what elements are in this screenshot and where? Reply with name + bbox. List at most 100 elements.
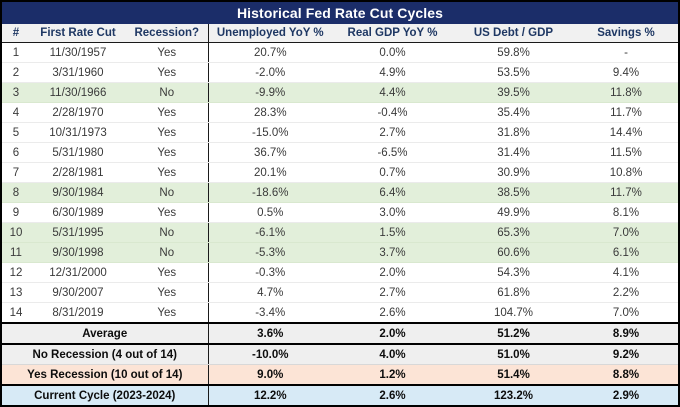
table-title: Historical Fed Rate Cut Cycles xyxy=(2,2,678,24)
cell-recession: Yes xyxy=(126,262,209,283)
cell-recession: No xyxy=(126,222,209,243)
cell-rank: 7 xyxy=(2,162,30,183)
cell-rank: 10 xyxy=(2,222,30,243)
cell-recession: Yes xyxy=(126,62,209,83)
cell-gdp: -6.5% xyxy=(332,142,453,163)
table-summary: Average 3.6% 2.0% 51.2% 8.9% No Recession (4 … xyxy=(2,322,678,405)
table-row: 4 2/28/1970 Yes 28.3% -0.4% 35.4% 11.7% xyxy=(2,102,678,123)
col-header-date: First Rate Cut xyxy=(30,24,126,43)
cell-savings: 11.5% xyxy=(574,142,678,163)
cell-date: 9/30/1984 xyxy=(30,182,126,203)
cell-rank: 12 xyxy=(2,262,30,283)
cell-recession: Yes xyxy=(126,102,209,123)
cell-recession: Yes xyxy=(126,42,209,63)
cell-debt: 30.9% xyxy=(453,162,574,183)
summary-cell-gdp: 2.0% xyxy=(332,322,453,345)
summary-cell-gdp: 2.6% xyxy=(332,385,453,405)
cell-date: 5/31/1995 xyxy=(30,222,126,243)
cell-date: 9/30/1998 xyxy=(30,242,126,263)
summary-cell-debt: 51.2% xyxy=(453,322,574,345)
cell-date: 5/31/1980 xyxy=(30,142,126,163)
table-header: # First Rate Cut Recession? Unemployed Y… xyxy=(2,24,678,43)
cell-gdp: 4.9% xyxy=(332,62,453,83)
cell-gdp: 2.7% xyxy=(332,122,453,143)
cell-savings: 10.8% xyxy=(574,162,678,183)
cell-rank: 14 xyxy=(2,302,30,324)
cell-gdp: 2.6% xyxy=(332,302,453,324)
col-header-unemployed: Unemployed YoY % xyxy=(208,24,332,43)
cell-date: 9/30/2007 xyxy=(30,282,126,303)
col-header-debt: US Debt / GDP xyxy=(453,24,574,43)
cell-savings: 14.4% xyxy=(574,122,678,143)
cell-debt: 53.5% xyxy=(453,62,574,83)
cell-unemployed: -18.6% xyxy=(208,182,332,203)
cell-date: 11/30/1966 xyxy=(30,82,126,103)
cell-date: 8/31/2019 xyxy=(30,302,126,324)
summary-row-label: Yes Recession (10 out of 14) xyxy=(2,364,209,386)
col-header-gdp: Real GDP YoY % xyxy=(332,24,453,43)
cell-savings: - xyxy=(574,42,678,63)
cell-debt: 59.8% xyxy=(453,42,574,63)
cell-date: 2/28/1981 xyxy=(30,162,126,183)
cell-date: 2/28/1970 xyxy=(30,102,126,123)
cell-date: 3/31/1960 xyxy=(30,62,126,83)
cell-recession: Yes xyxy=(126,122,209,143)
summary-cell-debt: 51.0% xyxy=(453,344,574,365)
cell-gdp: 3.0% xyxy=(332,202,453,223)
cell-debt: 54.3% xyxy=(453,262,574,283)
col-header-recession: Recession? xyxy=(126,24,209,43)
cell-rank: 2 xyxy=(2,62,30,83)
cell-unemployed: -15.0% xyxy=(208,122,332,143)
cell-savings: 11.8% xyxy=(574,82,678,103)
cell-rank: 11 xyxy=(2,242,30,263)
cell-rank: 6 xyxy=(2,142,30,163)
cell-recession: No xyxy=(126,82,209,103)
summary-cell-savings: 8.8% xyxy=(574,364,678,386)
cell-recession: Yes xyxy=(126,202,209,223)
cell-recession: Yes xyxy=(126,142,209,163)
table-row: 6 5/31/1980 Yes 36.7% -6.5% 31.4% 11.5% xyxy=(2,142,678,163)
cell-unemployed: -2.0% xyxy=(208,62,332,83)
cell-date: 12/31/2000 xyxy=(30,262,126,283)
summary-row-label: Current Cycle (2023-2024) xyxy=(2,385,209,405)
summary-cell-savings: 2.9% xyxy=(574,385,678,405)
table-row: 5 10/31/1973 Yes -15.0% 2.7% 31.8% 14.4% xyxy=(2,122,678,143)
table-row: 3 11/30/1966 No -9.9% 4.4% 39.5% 11.8% xyxy=(2,82,678,103)
cell-recession: Yes xyxy=(126,302,209,324)
cell-debt: 38.5% xyxy=(453,182,574,203)
cell-rank: 8 xyxy=(2,182,30,203)
summary-cell-unemployed: 9.0% xyxy=(208,364,332,386)
table-row: 11 9/30/1998 No -5.3% 3.7% 60.6% 6.1% xyxy=(2,242,678,263)
table-row: 1 11/30/1957 Yes 20.7% 0.0% 59.8% - xyxy=(2,42,678,63)
cell-recession: No xyxy=(126,242,209,263)
summary-row-current-cycle: Current Cycle (2023-2024) 12.2% 2.6% 123.2%… xyxy=(2,385,678,405)
cell-date: 10/31/1973 xyxy=(30,122,126,143)
cell-debt: 31.8% xyxy=(453,122,574,143)
cell-debt: 49.9% xyxy=(453,202,574,223)
table-row: 10 5/31/1995 No -6.1% 1.5% 65.3% 7.0% xyxy=(2,222,678,243)
cell-debt: 60.6% xyxy=(453,242,574,263)
table-row: 7 2/28/1981 Yes 20.1% 0.7% 30.9% 10.8% xyxy=(2,162,678,183)
cell-rank: 5 xyxy=(2,122,30,143)
data-table: # First Rate Cut Recession? Unemployed Y… xyxy=(2,24,678,405)
cell-savings: 6.1% xyxy=(574,242,678,263)
summary-cell-unemployed: -10.0% xyxy=(208,344,332,365)
cell-unemployed: 20.1% xyxy=(208,162,332,183)
cell-debt: 61.8% xyxy=(453,282,574,303)
col-header-savings: Savings % xyxy=(574,24,678,43)
summary-row-label: No Recession (4 out of 14) xyxy=(2,344,209,365)
summary-row-no-recession: No Recession (4 out of 14) -10.0% 4.0% 51.0… xyxy=(2,344,678,365)
cell-debt: 35.4% xyxy=(453,102,574,123)
cell-rank: 13 xyxy=(2,282,30,303)
summary-cell-unemployed: 3.6% xyxy=(208,322,332,345)
cell-recession: No xyxy=(126,182,209,203)
table-row: 8 9/30/1984 No -18.6% 6.4% 38.5% 11.7% xyxy=(2,182,678,203)
cell-gdp: -0.4% xyxy=(332,102,453,123)
cell-savings: 4.1% xyxy=(574,262,678,283)
cell-unemployed: -6.1% xyxy=(208,222,332,243)
cell-debt: 65.3% xyxy=(453,222,574,243)
cell-gdp: 1.5% xyxy=(332,222,453,243)
summary-row-label: Average xyxy=(2,322,209,345)
cell-debt: 104.7% xyxy=(453,302,574,324)
